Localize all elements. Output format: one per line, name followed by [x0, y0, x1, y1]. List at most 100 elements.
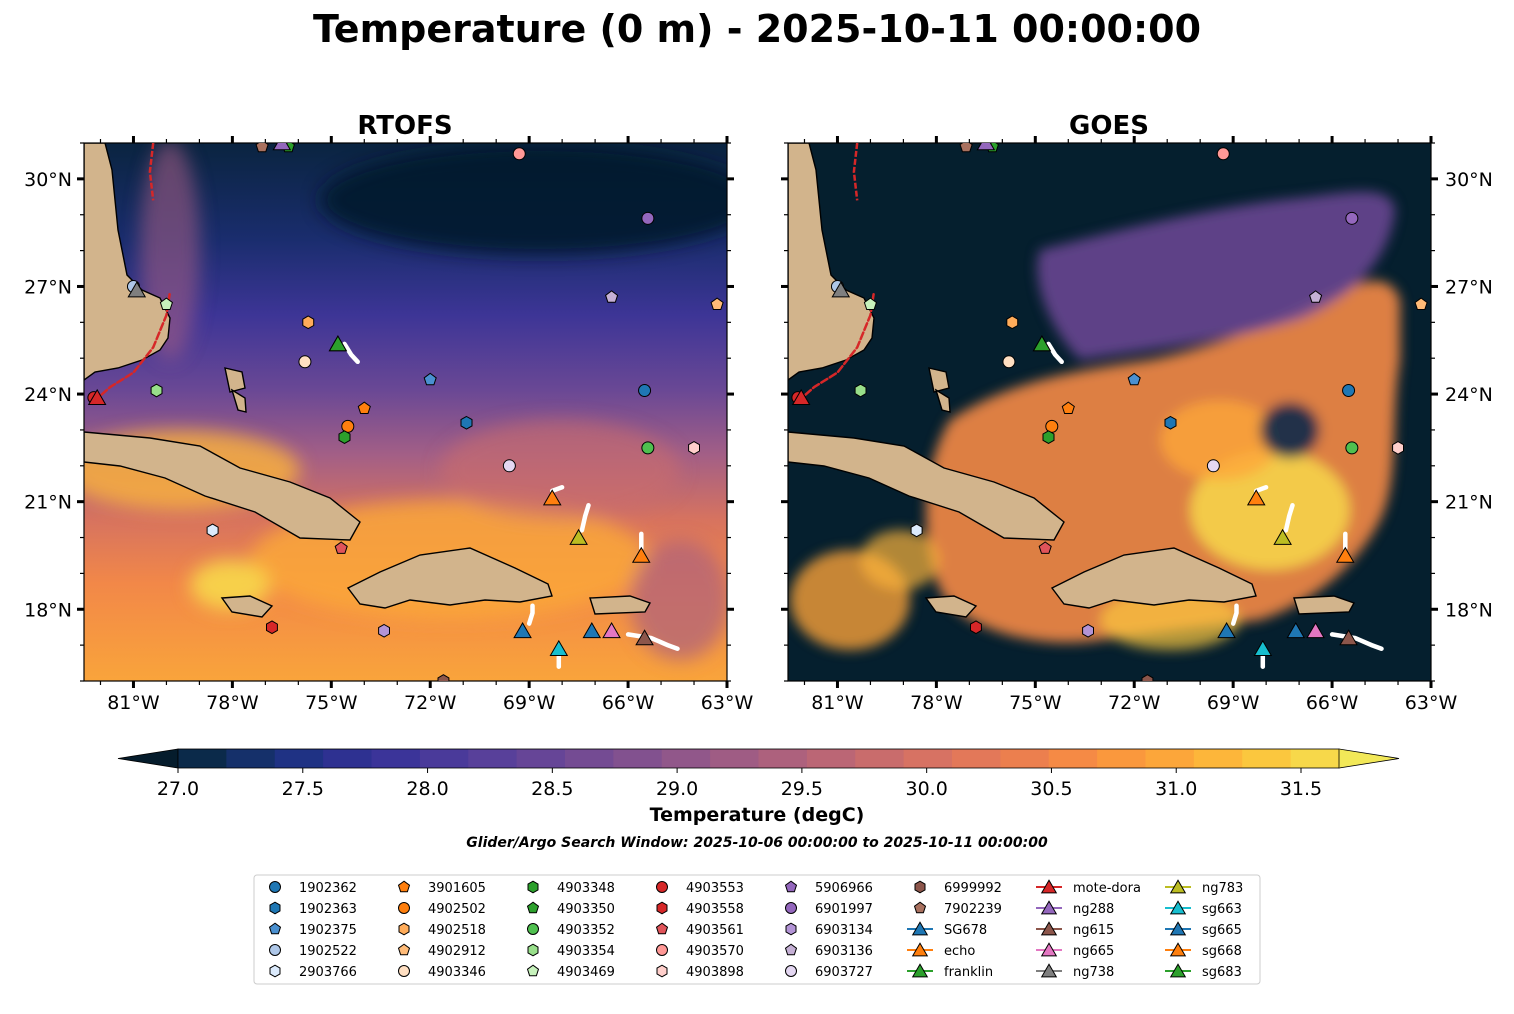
argo-float-1902375 [423, 372, 437, 386]
y-tick-label: 30°N [1445, 169, 1493, 191]
colorbar-tick-label: 30.0 [906, 778, 948, 800]
legend-label: 1902362 [299, 881, 357, 896]
argo-float-4903561 [334, 541, 348, 554]
current-track [852, 143, 859, 201]
argo-float-6901997 [1345, 211, 1359, 225]
glider-marker-ng288 [272, 143, 292, 151]
argo-float-7902239 [959, 143, 973, 153]
glider-marker-SG678 [513, 622, 532, 639]
rtofs-title: RTOFS [357, 111, 452, 141]
legend-marker [1040, 900, 1058, 915]
colorbar-bin [1242, 749, 1292, 768]
legend-label: 6903136 [815, 944, 873, 959]
x-tick-label: 75°W [1009, 692, 1062, 714]
legend-marker [656, 944, 668, 956]
x-tick-label: 78°W [910, 692, 963, 714]
glider-marker-ng738 [127, 281, 147, 298]
legend-marker [268, 922, 282, 935]
legend-marker [1040, 942, 1058, 957]
colorbar-extend-high [1338, 748, 1400, 769]
legend-label: 1902363 [299, 902, 357, 917]
argo-float-4902518 [1006, 315, 1019, 330]
argo-float-4903348 [1042, 430, 1055, 444]
legend-marker [785, 922, 797, 936]
legend-marker [1040, 879, 1058, 894]
argo-float-4903346 [298, 355, 312, 369]
legend-marker [784, 943, 798, 956]
colorbar-bin [178, 749, 227, 768]
legend-label: 6999992 [944, 881, 1002, 896]
glider-track-ng615 [1329, 632, 1384, 651]
x-tick-label: 69°W [1207, 692, 1260, 714]
argo-float-7902239 [255, 143, 269, 153]
colorbar-bin [1000, 749, 1050, 768]
argo-float-4902518 [302, 315, 315, 330]
colorbar-bin [1290, 749, 1340, 768]
y-tick-label: 18°N [1445, 599, 1493, 621]
legend-label: 4903558 [686, 902, 744, 917]
argo-float-3901605 [1061, 401, 1075, 414]
glider-marker-sg668 [542, 489, 562, 506]
argo-float-4903354 [150, 383, 163, 398]
legend-marker [656, 964, 668, 978]
legend-label: sg665 [1202, 923, 1242, 938]
legend-label: 5906966 [815, 881, 873, 896]
colorbar-bin [806, 749, 856, 768]
legend-marker [785, 902, 797, 914]
legend-marker [911, 942, 929, 957]
argo-float-4903469 [159, 297, 173, 310]
colorbar-tick-label: 29.5 [781, 778, 823, 800]
legend-marker [269, 964, 281, 978]
legend-label: 4903570 [686, 944, 744, 959]
glider-track-SG678 [526, 603, 535, 626]
glider-marker-ng783 [1273, 528, 1292, 545]
legend-label: 4903352 [557, 923, 615, 938]
colorbar-tick-label: 28.0 [406, 778, 448, 800]
argo-float-4903898 [688, 441, 700, 455]
colorbar-tick-label: 29.0 [656, 778, 698, 800]
colorbar-bin [1193, 749, 1243, 768]
legend-marker [398, 922, 410, 936]
legend-label: 4903346 [428, 965, 486, 980]
legend-marker [527, 923, 539, 935]
glider-track-franklin [1046, 341, 1064, 365]
glider-marker-mote-dora [87, 388, 107, 405]
legend-label: 6901997 [815, 902, 873, 917]
colorbar-bin [565, 749, 614, 768]
legend-marker [1040, 921, 1058, 936]
argo-float-4903898 [1392, 441, 1404, 455]
colorbar-bin [661, 749, 711, 768]
legend-marker [526, 964, 540, 977]
legend-label: 6903727 [815, 965, 873, 980]
y-tick-label: 21°N [1445, 492, 1493, 514]
overlay-panel-0 [87, 143, 724, 681]
colorbar-bin [226, 749, 276, 768]
argo-float-4903352 [1345, 441, 1359, 455]
glider-marker-sg683 [1032, 335, 1052, 352]
goes-title: GOES [1069, 111, 1149, 141]
legend-marker [398, 902, 410, 914]
glider-track-franklin [342, 341, 360, 365]
legend-label: 4903354 [557, 944, 615, 959]
argo-float-4903348 [338, 430, 351, 444]
y-tick-label: 24°N [24, 384, 72, 406]
argo-float-4902912 [710, 297, 724, 310]
colorbar-bin [1145, 749, 1195, 768]
argo-float-1902363 [1164, 415, 1177, 430]
colorbar-bin [710, 749, 760, 768]
legend-marker [1169, 900, 1187, 915]
legend-label: franklin [944, 965, 993, 980]
legend-marker [1169, 963, 1187, 978]
glider-marker-sg663 [1253, 639, 1273, 656]
argo-float-4903570 [512, 147, 526, 161]
legend-label: 4903561 [686, 923, 744, 938]
legend-label: 7902239 [944, 902, 1002, 917]
glider-track-sg668 [549, 485, 565, 494]
legend-label: 4902518 [428, 923, 486, 938]
y-tick-label: 24°N [1445, 384, 1493, 406]
colorbar-bin [903, 749, 953, 768]
argo-float-4903469 [863, 297, 877, 310]
argo-float-4903346 [1002, 355, 1016, 369]
argo-float-4902912 [1414, 297, 1428, 310]
x-tick-label: 81°W [811, 692, 864, 714]
